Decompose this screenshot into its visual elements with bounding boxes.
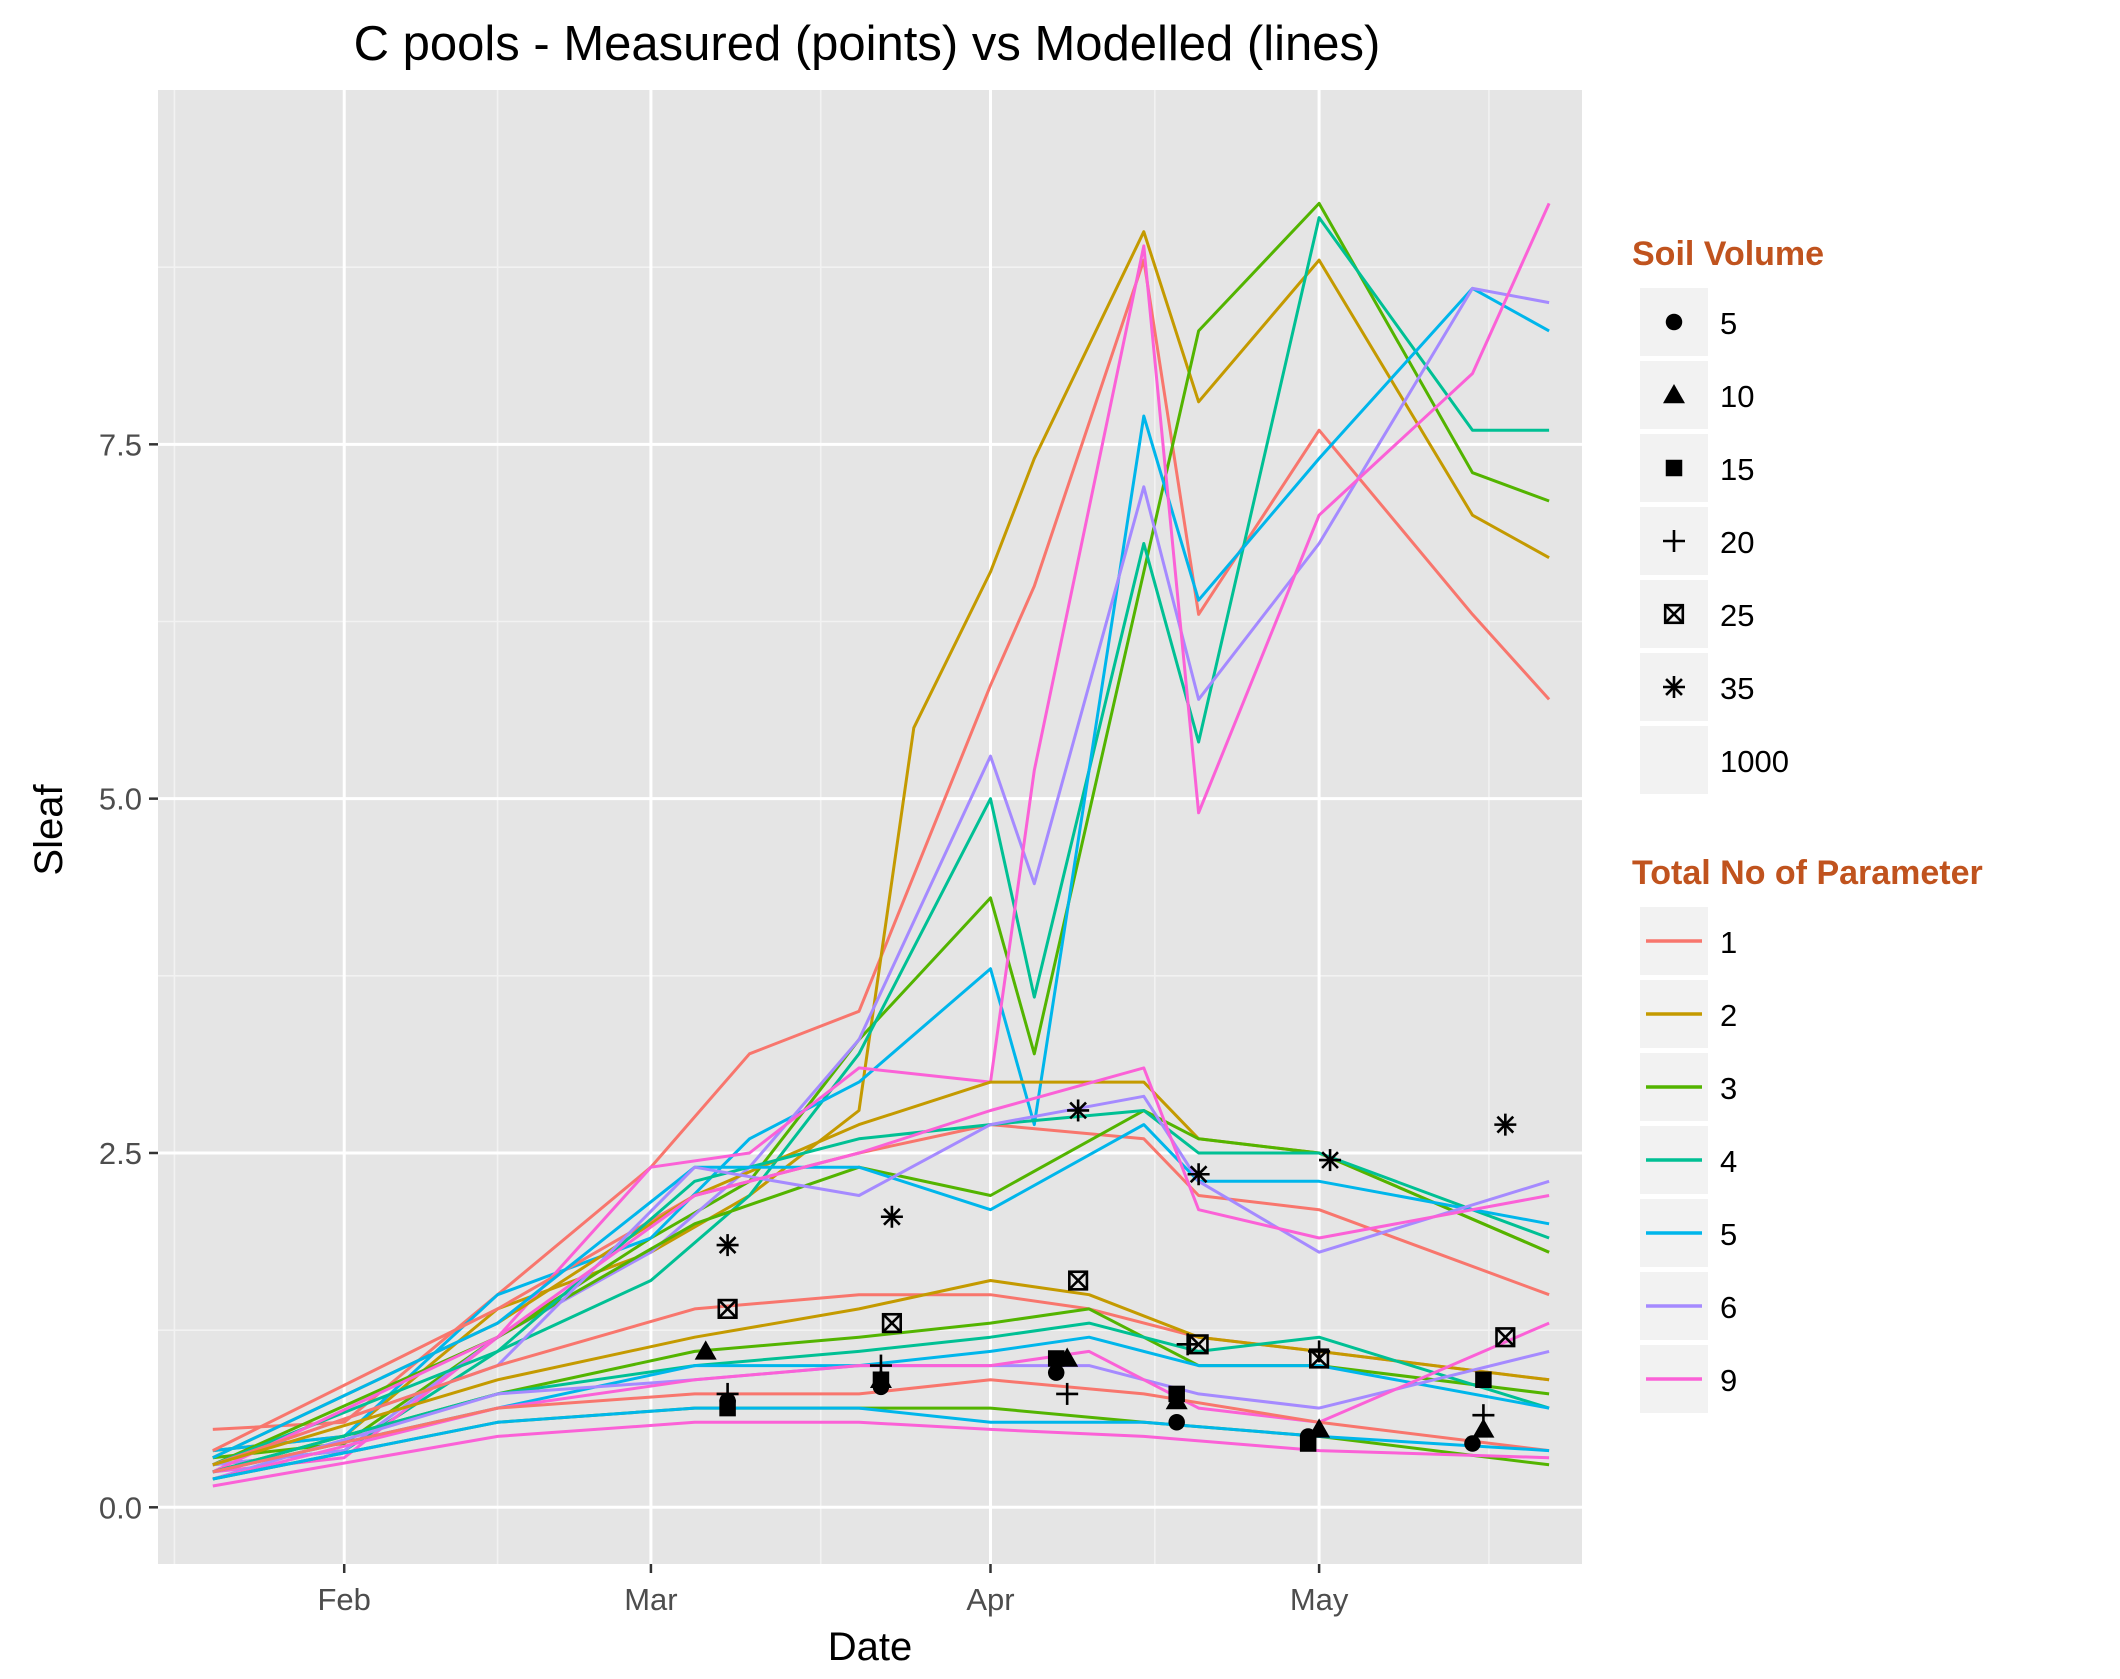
legend-soil-volume-label: 5 [1720, 306, 1737, 341]
point-triangle [1308, 1418, 1331, 1438]
y-tick-label: 0.0 [99, 1490, 142, 1525]
x-axis-label: Date [828, 1625, 913, 1669]
series-line-group-5 [212, 286, 1550, 1453]
legend-soil-volume: Soil Volume 5 10 15 20 25 35 1000 [1632, 235, 1824, 794]
point-triangle [694, 1340, 717, 1360]
x-tick-label: Feb [318, 1582, 371, 1617]
point-plus [716, 1382, 739, 1405]
plot-panel [158, 90, 1582, 1564]
point-circle [1168, 1414, 1185, 1431]
point-asterisk [1319, 1149, 1342, 1172]
legend-key-triangle-icon [1663, 384, 1685, 404]
y-axis-label: Sleaf [27, 784, 71, 876]
legend-total-parameters: Total No of Parameter 1 2 3 4 5 6 9 [1632, 854, 1983, 1413]
point-square [719, 1399, 736, 1417]
legend-soil-volume-label: 15 [1720, 452, 1754, 487]
series-lines [212, 201, 1551, 1488]
point-plus [1176, 1333, 1199, 1356]
chart-title: C pools - Measured (points) vs Modelled … [354, 17, 1381, 71]
legend-total-parameters-label: 4 [1720, 1144, 1737, 1179]
legend-key-asterisk-icon [1663, 676, 1685, 698]
point-asterisk [1067, 1099, 1090, 1122]
point-boxed-x [717, 1298, 738, 1319]
series-line-group-9 [212, 1066, 1550, 1474]
point-asterisk [1187, 1163, 1210, 1186]
y-tick-label: 7.5 [99, 427, 142, 462]
legend-total-parameters-label: 3 [1720, 1071, 1737, 1106]
y-tick-label: 5.0 [99, 782, 142, 817]
legend-key-square-icon [1665, 459, 1683, 477]
legend-soil-volume-label: 1000 [1720, 744, 1789, 779]
series-line-group-9 [212, 1321, 1550, 1481]
legend-total-parameters-label: 2 [1720, 998, 1737, 1033]
point-asterisk [1494, 1113, 1517, 1136]
point-triangle [1472, 1418, 1495, 1438]
point-square [1168, 1385, 1185, 1403]
legend-key-boxed-x-icon [1663, 603, 1685, 625]
series-line-group-1 [212, 1378, 1550, 1474]
legend-total-parameters-title: Total No of Parameter [1632, 854, 1983, 892]
x-tick-label: Mar [624, 1582, 677, 1617]
major-gridlines [158, 90, 1582, 1564]
point-boxed-x [1188, 1334, 1209, 1355]
point-boxed-x [1068, 1270, 1089, 1291]
point-square [872, 1371, 890, 1388]
series-line-group-4 [212, 1321, 1550, 1474]
point-plus [869, 1354, 892, 1377]
legend-key-circle-icon [1665, 313, 1683, 331]
point-square [1299, 1435, 1317, 1452]
measured-points [694, 1099, 1517, 1452]
point-plus [1472, 1404, 1495, 1427]
legend-soil-volume-label: 25 [1720, 598, 1754, 633]
legend-total-parameters-label: 1 [1720, 925, 1737, 960]
y-tick-label: 2.5 [99, 1136, 142, 1171]
legend-total-parameters-label: 9 [1720, 1363, 1737, 1398]
legend-soil-volume-label: 10 [1720, 379, 1754, 414]
point-asterisk [716, 1234, 739, 1257]
point-asterisk [880, 1205, 903, 1228]
x-tick-label: May [1290, 1582, 1349, 1617]
legend-total-parameters-label: 6 [1720, 1290, 1737, 1325]
series-line-group-5 [212, 1335, 1550, 1474]
point-circle [1047, 1364, 1065, 1381]
x-tick-label: Apr [966, 1582, 1014, 1617]
series-line-group-2 [212, 230, 1550, 1453]
point-square [1047, 1350, 1065, 1367]
legend-key-box [1640, 726, 1708, 794]
series-line-group-9 [212, 1420, 1550, 1488]
point-boxed-x [1495, 1327, 1516, 1348]
point-square [1475, 1371, 1492, 1388]
legend-total-parameters-label: 5 [1720, 1217, 1737, 1252]
series-line-group-5 [212, 1123, 1550, 1460]
point-plus [1056, 1382, 1079, 1405]
y-axis: 0.0 2.5 5.0 7.5 [99, 427, 158, 1525]
series-line-group-5 [212, 1406, 1550, 1481]
legend-soil-volume-label: 35 [1720, 671, 1754, 706]
legend-key-plus-icon [1663, 530, 1685, 552]
legend-soil-volume-title: Soil Volume [1632, 235, 1824, 273]
series-line-group-2 [212, 1279, 1550, 1467]
point-circle [1464, 1435, 1481, 1452]
legend-soil-volume-label: 20 [1720, 525, 1754, 560]
point-boxed-x [1309, 1348, 1330, 1369]
point-boxed-x [881, 1312, 903, 1334]
x-axis: Feb Mar Apr May [318, 1564, 1349, 1617]
